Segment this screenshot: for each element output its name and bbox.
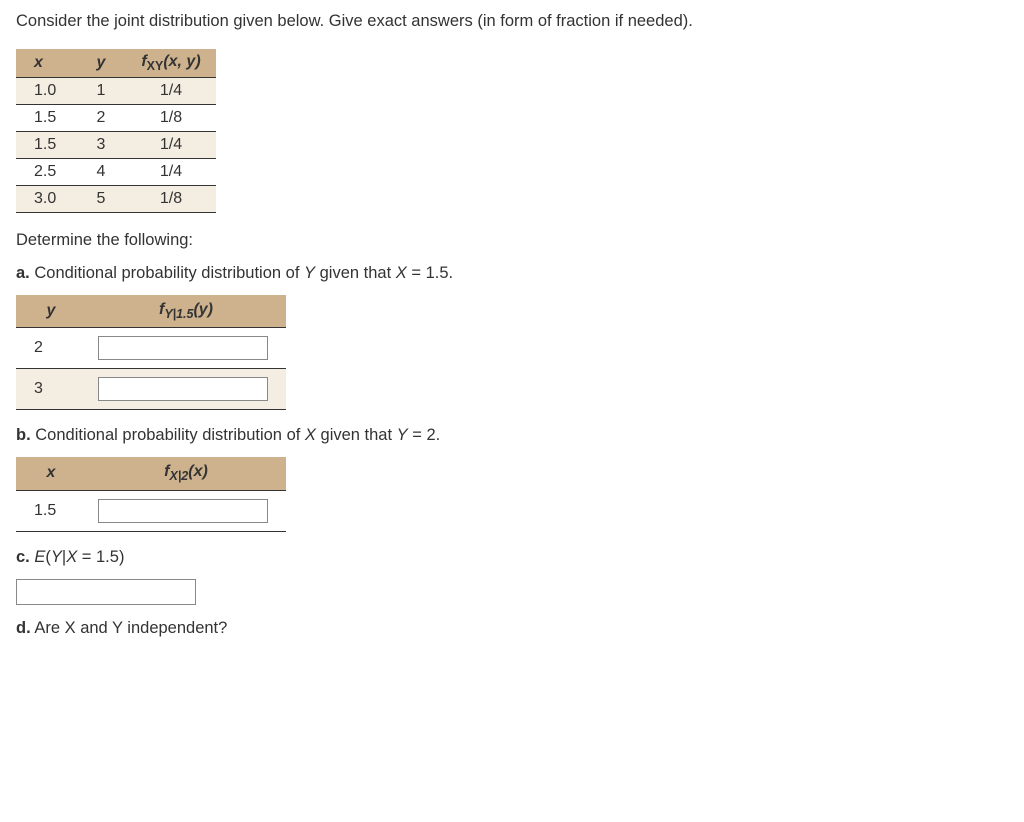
part-d-text: d. Are X and Y independent? [16, 619, 1008, 638]
answer-input-b-15[interactable] [98, 499, 268, 523]
th-y: y [76, 49, 126, 78]
table-row: 2.5 4 1/4 [16, 159, 216, 186]
part-a-text: a. Conditional probability distribution … [16, 264, 1008, 283]
th-f-b: fX|2(x) [86, 457, 286, 490]
table-row: 1.5 [16, 490, 286, 531]
table-row: 1.5 3 1/4 [16, 132, 216, 159]
joint-distribution-table: x y fXY(x, y) 1.0 1 1/4 1.5 2 1/8 1.5 3 … [16, 49, 216, 213]
answer-input-a-3[interactable] [98, 377, 268, 401]
answer-input-c[interactable] [16, 579, 196, 605]
th-x-b: x [16, 457, 86, 490]
part-c-text: c. E(Y|X = 1.5) [16, 548, 1008, 567]
th-f-a: fY|1.5(y) [86, 295, 286, 328]
table-row: 1.5 2 1/8 [16, 105, 216, 132]
table-row: 2 [16, 328, 286, 369]
table-row: 3 [16, 369, 286, 410]
table-row: 3.0 5 1/8 [16, 186, 216, 213]
part-b-text: b. Conditional probability distribution … [16, 426, 1008, 445]
th-y-a: y [16, 295, 86, 328]
th-x: x [16, 49, 76, 78]
determine-text: Determine the following: [16, 231, 1008, 250]
part-b-table: x fX|2(x) 1.5 [16, 457, 286, 531]
question-intro: Consider the joint distribution given be… [16, 12, 1008, 31]
part-a-table: y fY|1.5(y) 2 3 [16, 295, 286, 410]
answer-input-a-2[interactable] [98, 336, 268, 360]
th-fxy: fXY(x, y) [126, 49, 216, 78]
table-row: 1.0 1 1/4 [16, 78, 216, 105]
